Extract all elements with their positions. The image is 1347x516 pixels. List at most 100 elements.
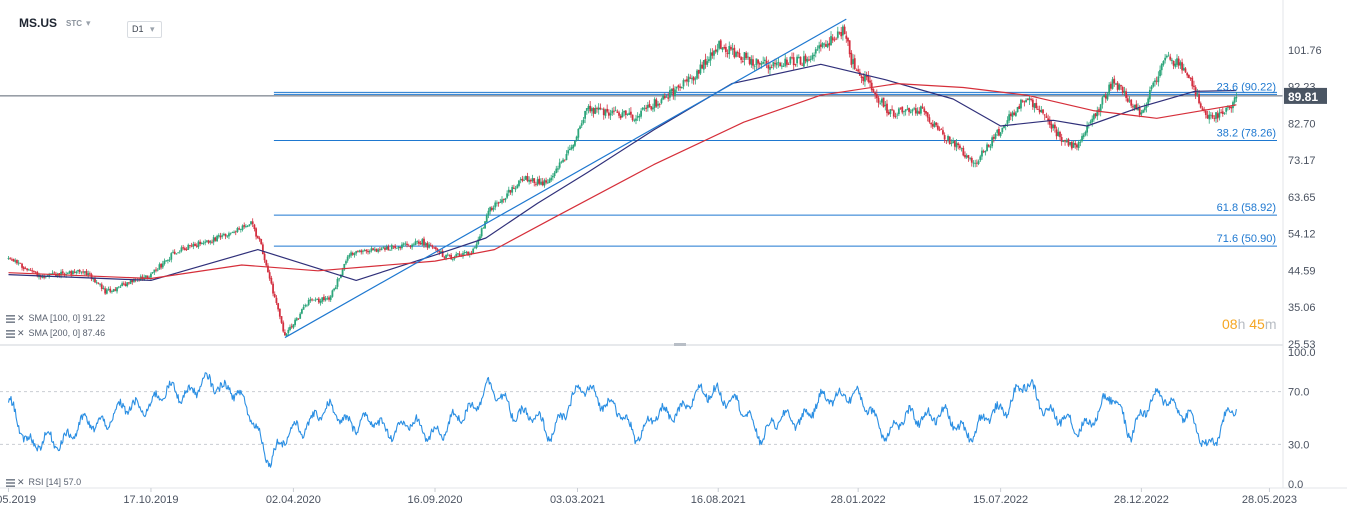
candle-body: [889, 109, 892, 114]
candle-body: [555, 168, 558, 174]
candle-body: [350, 252, 352, 256]
candle-body: [706, 61, 709, 65]
candle-body: [524, 176, 527, 180]
symbol-label[interactable]: MS.US: [19, 16, 58, 30]
candle-body: [27, 269, 30, 271]
candle-body: [441, 250, 444, 257]
candle-body: [1191, 77, 1194, 87]
candle-body: [94, 278, 96, 283]
candle-body: [1059, 131, 1061, 138]
candle-body: [1009, 113, 1012, 117]
candle-body: [952, 141, 955, 144]
candle-body: [416, 241, 419, 243]
candle-body: [426, 242, 429, 248]
candle-body: [942, 130, 944, 135]
candle-body: [207, 240, 210, 243]
candle-body: [1174, 63, 1177, 67]
candle-body: [623, 110, 626, 113]
legend-sma100[interactable]: ✕ SMA [100, 0] 91.22: [6, 313, 105, 325]
candle-body: [63, 273, 66, 275]
close-icon[interactable]: ✕: [17, 477, 25, 487]
market-label[interactable]: STC: [66, 19, 82, 28]
legend-rsi[interactable]: ✕ RSI [14] 57.0: [6, 477, 81, 489]
candle-body: [765, 60, 768, 65]
candle-body: [421, 239, 424, 245]
candle-body: [451, 258, 454, 260]
price-tick-label: 73.17: [1288, 155, 1316, 167]
candle-body: [99, 283, 101, 285]
candle-body: [1069, 142, 1072, 145]
candle-body: [550, 177, 553, 181]
list-icon[interactable]: [6, 478, 15, 487]
candle-body: [256, 235, 259, 239]
candle-body: [1109, 83, 1112, 89]
chevron-down-icon[interactable]: ▾: [86, 18, 91, 28]
candle-body: [618, 112, 620, 116]
candle-body: [253, 224, 256, 230]
close-icon[interactable]: ✕: [17, 328, 25, 338]
candle-body: [336, 278, 339, 287]
legend-sma200[interactable]: ✕ SMA [200, 0] 87.46: [6, 328, 105, 340]
candle-body: [882, 97, 885, 108]
candle-body: [1001, 127, 1004, 132]
candle-body: [263, 253, 266, 261]
candle-body: [609, 113, 612, 116]
candle-body: [831, 37, 834, 41]
candle-body: [636, 116, 639, 118]
list-icon[interactable]: [6, 329, 15, 338]
candle-body: [709, 52, 712, 61]
candle-body: [1062, 140, 1065, 142]
candle-body: [219, 235, 222, 238]
candle-body: [1082, 134, 1085, 138]
candle-body: [1060, 137, 1063, 142]
candle-body: [841, 26, 844, 36]
candle-body: [1040, 109, 1043, 113]
candle-body: [144, 275, 147, 278]
candle-body: [170, 253, 173, 260]
candle-body: [558, 162, 561, 168]
candle-body: [731, 48, 734, 50]
candle-body: [1199, 103, 1202, 108]
candle-body: [1176, 58, 1178, 65]
candle-body: [680, 86, 683, 89]
candle-body: [1210, 114, 1212, 116]
candle-body: [967, 155, 970, 158]
candle-body: [1113, 78, 1116, 84]
candle-body: [160, 263, 163, 268]
candle-body: [663, 96, 666, 99]
time-tick-label: 02.04.2020: [266, 494, 321, 506]
candle-body: [911, 109, 914, 112]
list-icon[interactable]: [6, 314, 15, 323]
candle-body: [48, 274, 51, 277]
candle-body: [580, 123, 583, 126]
candle-body: [260, 238, 263, 244]
candle-body: [328, 297, 330, 300]
candle-body: [211, 241, 213, 243]
candle-body: [957, 143, 960, 146]
close-icon[interactable]: ✕: [17, 313, 25, 323]
candle-body: [909, 111, 912, 113]
candle-body: [965, 155, 968, 158]
candle-body: [1148, 89, 1151, 100]
candle-body: [10, 259, 13, 261]
candle-body: [367, 251, 369, 253]
candle-body: [719, 40, 722, 49]
candle-body: [616, 111, 619, 113]
candle-body: [669, 90, 671, 98]
candle-body: [292, 324, 295, 328]
candle-body: [455, 254, 458, 258]
candle-body: [214, 237, 217, 241]
timeframe-select[interactable]: D1 ▾: [127, 21, 162, 38]
candle-body: [870, 82, 873, 91]
candle-body: [267, 265, 269, 273]
time-tick-label: 16.08.2021: [691, 494, 746, 506]
candle-body: [926, 112, 929, 118]
candle-body: [472, 248, 475, 254]
candle-body: [212, 237, 215, 243]
candle-body: [699, 64, 702, 74]
candle-body: [363, 250, 366, 252]
candle-body: [358, 250, 361, 252]
sma200-line: [8, 83, 1237, 280]
candle-body: [584, 110, 587, 119]
candle-body: [596, 108, 598, 110]
